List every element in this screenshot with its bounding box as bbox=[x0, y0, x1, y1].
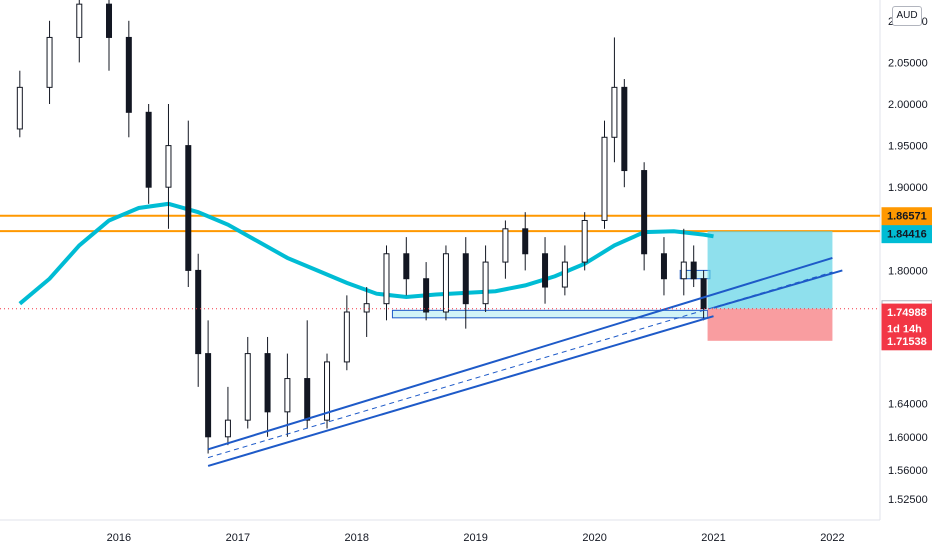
y-tick-label: 1.52500 bbox=[888, 494, 928, 506]
candle bbox=[106, 3, 113, 38]
position-target-zone[interactable] bbox=[707, 231, 833, 309]
candle bbox=[195, 269, 202, 355]
candle bbox=[205, 353, 212, 438]
currency-badge[interactable]: AUD bbox=[892, 6, 922, 26]
candle bbox=[343, 311, 350, 363]
price-axis[interactable] bbox=[880, 0, 932, 550]
candle bbox=[680, 261, 687, 280]
candle bbox=[324, 361, 331, 421]
candle bbox=[641, 170, 648, 255]
candle bbox=[125, 36, 132, 113]
candle bbox=[601, 136, 608, 221]
y-tick-label: 1.56000 bbox=[888, 465, 928, 477]
y-tick-label: 1.60000 bbox=[888, 432, 928, 444]
y-tick-label: 1.80000 bbox=[888, 265, 928, 277]
candle bbox=[145, 111, 152, 188]
trendline-mid[interactable] bbox=[207, 271, 833, 459]
candle bbox=[224, 419, 231, 438]
x-tick-label: 2022 bbox=[820, 532, 844, 544]
candle bbox=[660, 253, 667, 280]
y-tick-label: 1.90000 bbox=[888, 182, 928, 194]
price-tag-label: 1.71538 bbox=[887, 336, 927, 348]
candle bbox=[383, 253, 390, 305]
candle bbox=[76, 3, 83, 38]
candle bbox=[442, 253, 449, 313]
candle bbox=[502, 228, 509, 263]
candle bbox=[185, 145, 192, 271]
candle bbox=[690, 261, 697, 280]
candle bbox=[561, 261, 568, 288]
candle bbox=[403, 253, 410, 280]
price-tag-label: 1.84416 bbox=[887, 229, 927, 241]
candle bbox=[264, 353, 271, 413]
position-stop-zone[interactable] bbox=[707, 308, 833, 341]
candle bbox=[423, 278, 430, 313]
price-tag[interactable] bbox=[881, 225, 932, 244]
candle bbox=[482, 261, 489, 305]
price-tag-label: 1.74988 bbox=[887, 307, 927, 319]
candle bbox=[46, 36, 53, 88]
candle bbox=[363, 303, 370, 313]
trendline-parallel[interactable] bbox=[713, 269, 843, 309]
trendline-upper[interactable] bbox=[207, 256, 833, 451]
x-tick-label: 2016 bbox=[107, 532, 131, 544]
candle bbox=[462, 253, 469, 305]
y-tick-label: 1.95000 bbox=[888, 141, 928, 153]
moving-average-line[interactable] bbox=[18, 201, 714, 306]
x-tick-label: 2018 bbox=[345, 532, 369, 544]
candle bbox=[522, 228, 529, 255]
x-tick-label: 2020 bbox=[582, 532, 606, 544]
x-tick-label: 2019 bbox=[463, 532, 487, 544]
candle bbox=[611, 86, 618, 138]
x-tick-label: 2017 bbox=[226, 532, 250, 544]
trendline-lower[interactable] bbox=[207, 315, 714, 467]
candle bbox=[304, 378, 311, 421]
candle bbox=[284, 378, 291, 413]
y-tick-label: 1.64000 bbox=[888, 399, 928, 411]
y-tick-label: 2.05000 bbox=[888, 57, 928, 69]
candle bbox=[621, 86, 628, 172]
candle bbox=[244, 353, 251, 421]
candle bbox=[542, 253, 549, 288]
y-tick-label: 2.00000 bbox=[888, 99, 928, 111]
price-tag[interactable] bbox=[881, 332, 932, 351]
price-tag-label: 1.86571 bbox=[887, 211, 927, 223]
candle bbox=[165, 145, 172, 188]
candle bbox=[16, 86, 23, 130]
candle bbox=[581, 219, 588, 263]
x-tick-label: 2021 bbox=[701, 532, 725, 544]
candle bbox=[700, 278, 707, 310]
